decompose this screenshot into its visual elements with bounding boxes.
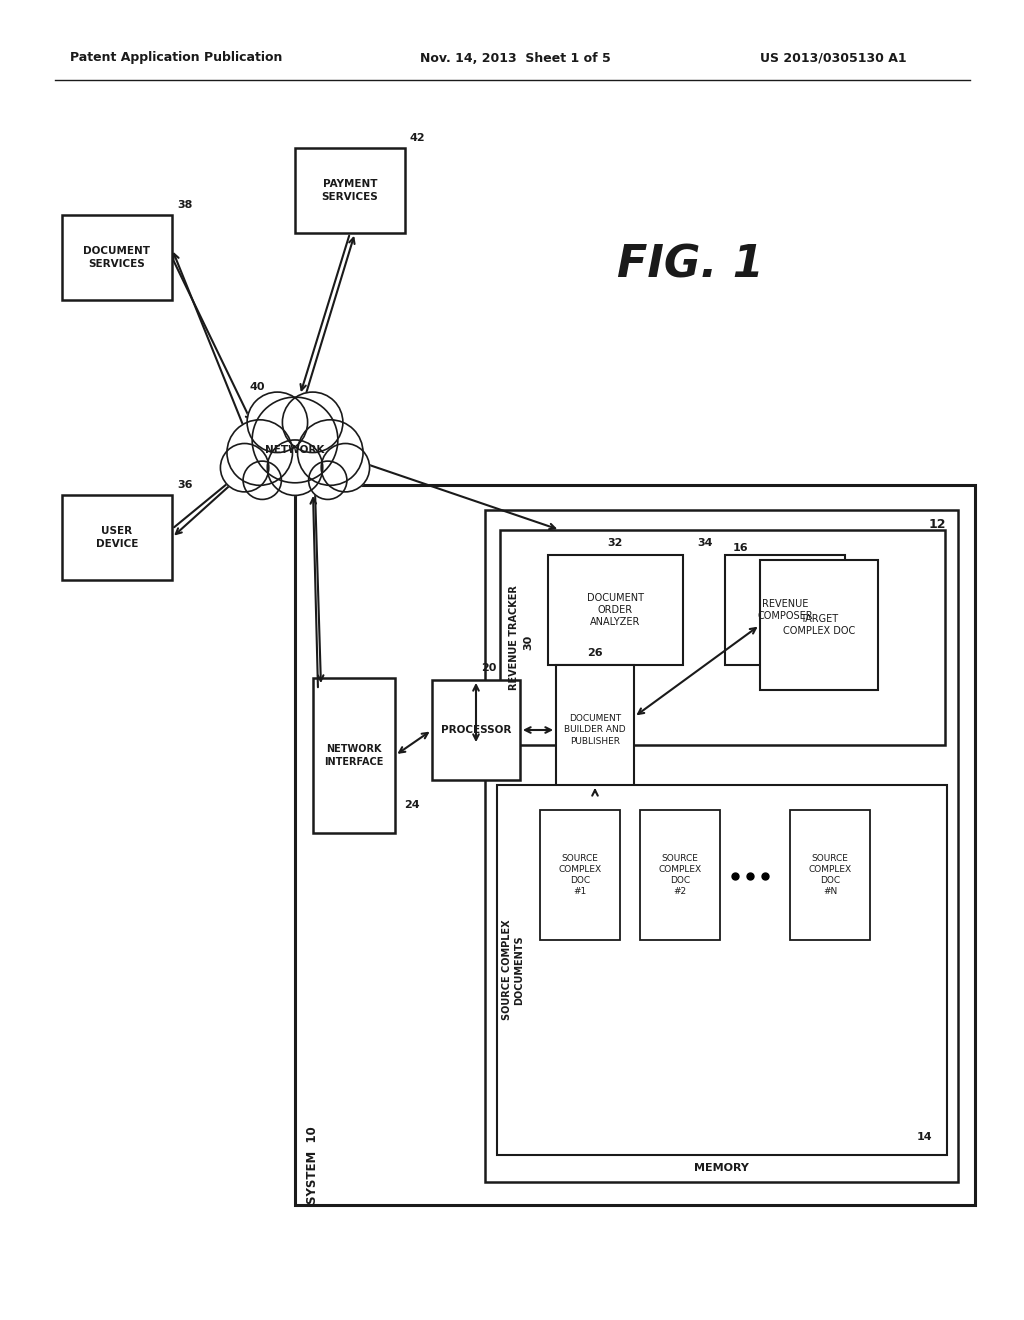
- Text: 38: 38: [177, 201, 193, 210]
- Bar: [295, 148, 406, 234]
- Text: 16: 16: [732, 543, 748, 553]
- Text: SOURCE COMPLEX
DOCUMENTS: SOURCE COMPLEX DOCUMENTS: [502, 920, 524, 1020]
- Text: 12: 12: [929, 517, 946, 531]
- Text: 24: 24: [404, 800, 420, 810]
- Bar: [640, 810, 720, 940]
- Circle shape: [220, 444, 268, 492]
- Text: SOURCE
COMPLEX
DOC
#2: SOURCE COMPLEX DOC #2: [658, 854, 701, 896]
- Bar: [432, 680, 520, 780]
- Text: MEMORY: MEMORY: [694, 1163, 749, 1173]
- Text: Patent Application Publication: Patent Application Publication: [70, 51, 283, 65]
- Text: US 2013/0305130 A1: US 2013/0305130 A1: [760, 51, 906, 65]
- Text: 34: 34: [697, 539, 713, 548]
- Circle shape: [243, 461, 282, 499]
- Text: 14: 14: [918, 1133, 933, 1142]
- Text: DOCUMENT
ORDER
ANALYZER: DOCUMENT ORDER ANALYZER: [587, 593, 644, 627]
- Text: 42: 42: [410, 133, 426, 143]
- Bar: [62, 495, 172, 579]
- Text: Nov. 14, 2013  Sheet 1 of 5: Nov. 14, 2013 Sheet 1 of 5: [420, 51, 610, 65]
- Text: TARGET
COMPLEX DOC: TARGET COMPLEX DOC: [783, 614, 855, 636]
- Bar: [760, 560, 878, 690]
- Text: 36: 36: [177, 480, 193, 490]
- Text: 30: 30: [523, 635, 534, 651]
- Text: SYSTEM  10: SYSTEM 10: [306, 1126, 319, 1204]
- Bar: [62, 215, 172, 300]
- Text: PAYMENT
SERVICES: PAYMENT SERVICES: [322, 180, 379, 202]
- Text: 32: 32: [608, 539, 624, 548]
- Bar: [500, 531, 945, 744]
- Bar: [556, 665, 634, 795]
- Text: DOCUMENT
SERVICES: DOCUMENT SERVICES: [84, 247, 151, 269]
- Bar: [725, 554, 845, 665]
- Text: 26: 26: [587, 648, 603, 657]
- Circle shape: [252, 397, 338, 483]
- Bar: [497, 785, 947, 1155]
- Text: NETWORK: NETWORK: [265, 445, 325, 455]
- Text: NETWORK
INTERFACE: NETWORK INTERFACE: [325, 744, 384, 767]
- Circle shape: [298, 420, 364, 486]
- Text: PROCESSOR: PROCESSOR: [440, 725, 511, 735]
- Text: 40: 40: [249, 381, 265, 392]
- Circle shape: [227, 420, 293, 486]
- Text: SOURCE
COMPLEX
DOC
#N: SOURCE COMPLEX DOC #N: [808, 854, 852, 896]
- Bar: [485, 510, 958, 1181]
- Bar: [790, 810, 870, 940]
- Text: REVENUE
COMPOSER: REVENUE COMPOSER: [757, 599, 813, 622]
- Circle shape: [322, 444, 370, 492]
- Bar: [295, 484, 975, 1205]
- Text: FIG. 1: FIG. 1: [616, 243, 763, 286]
- Text: 20: 20: [481, 663, 497, 673]
- Text: USER
DEVICE: USER DEVICE: [96, 527, 138, 549]
- Circle shape: [267, 440, 323, 495]
- Circle shape: [247, 392, 307, 453]
- Bar: [313, 678, 395, 833]
- Text: SOURCE
COMPLEX
DOC
#1: SOURCE COMPLEX DOC #1: [558, 854, 601, 896]
- Circle shape: [308, 461, 347, 499]
- Bar: [540, 810, 620, 940]
- Circle shape: [283, 392, 343, 453]
- Text: DOCUMENT
BUILDER AND
PUBLISHER: DOCUMENT BUILDER AND PUBLISHER: [564, 714, 626, 746]
- Bar: [548, 554, 683, 665]
- Text: REVENUE TRACKER: REVENUE TRACKER: [509, 585, 519, 690]
